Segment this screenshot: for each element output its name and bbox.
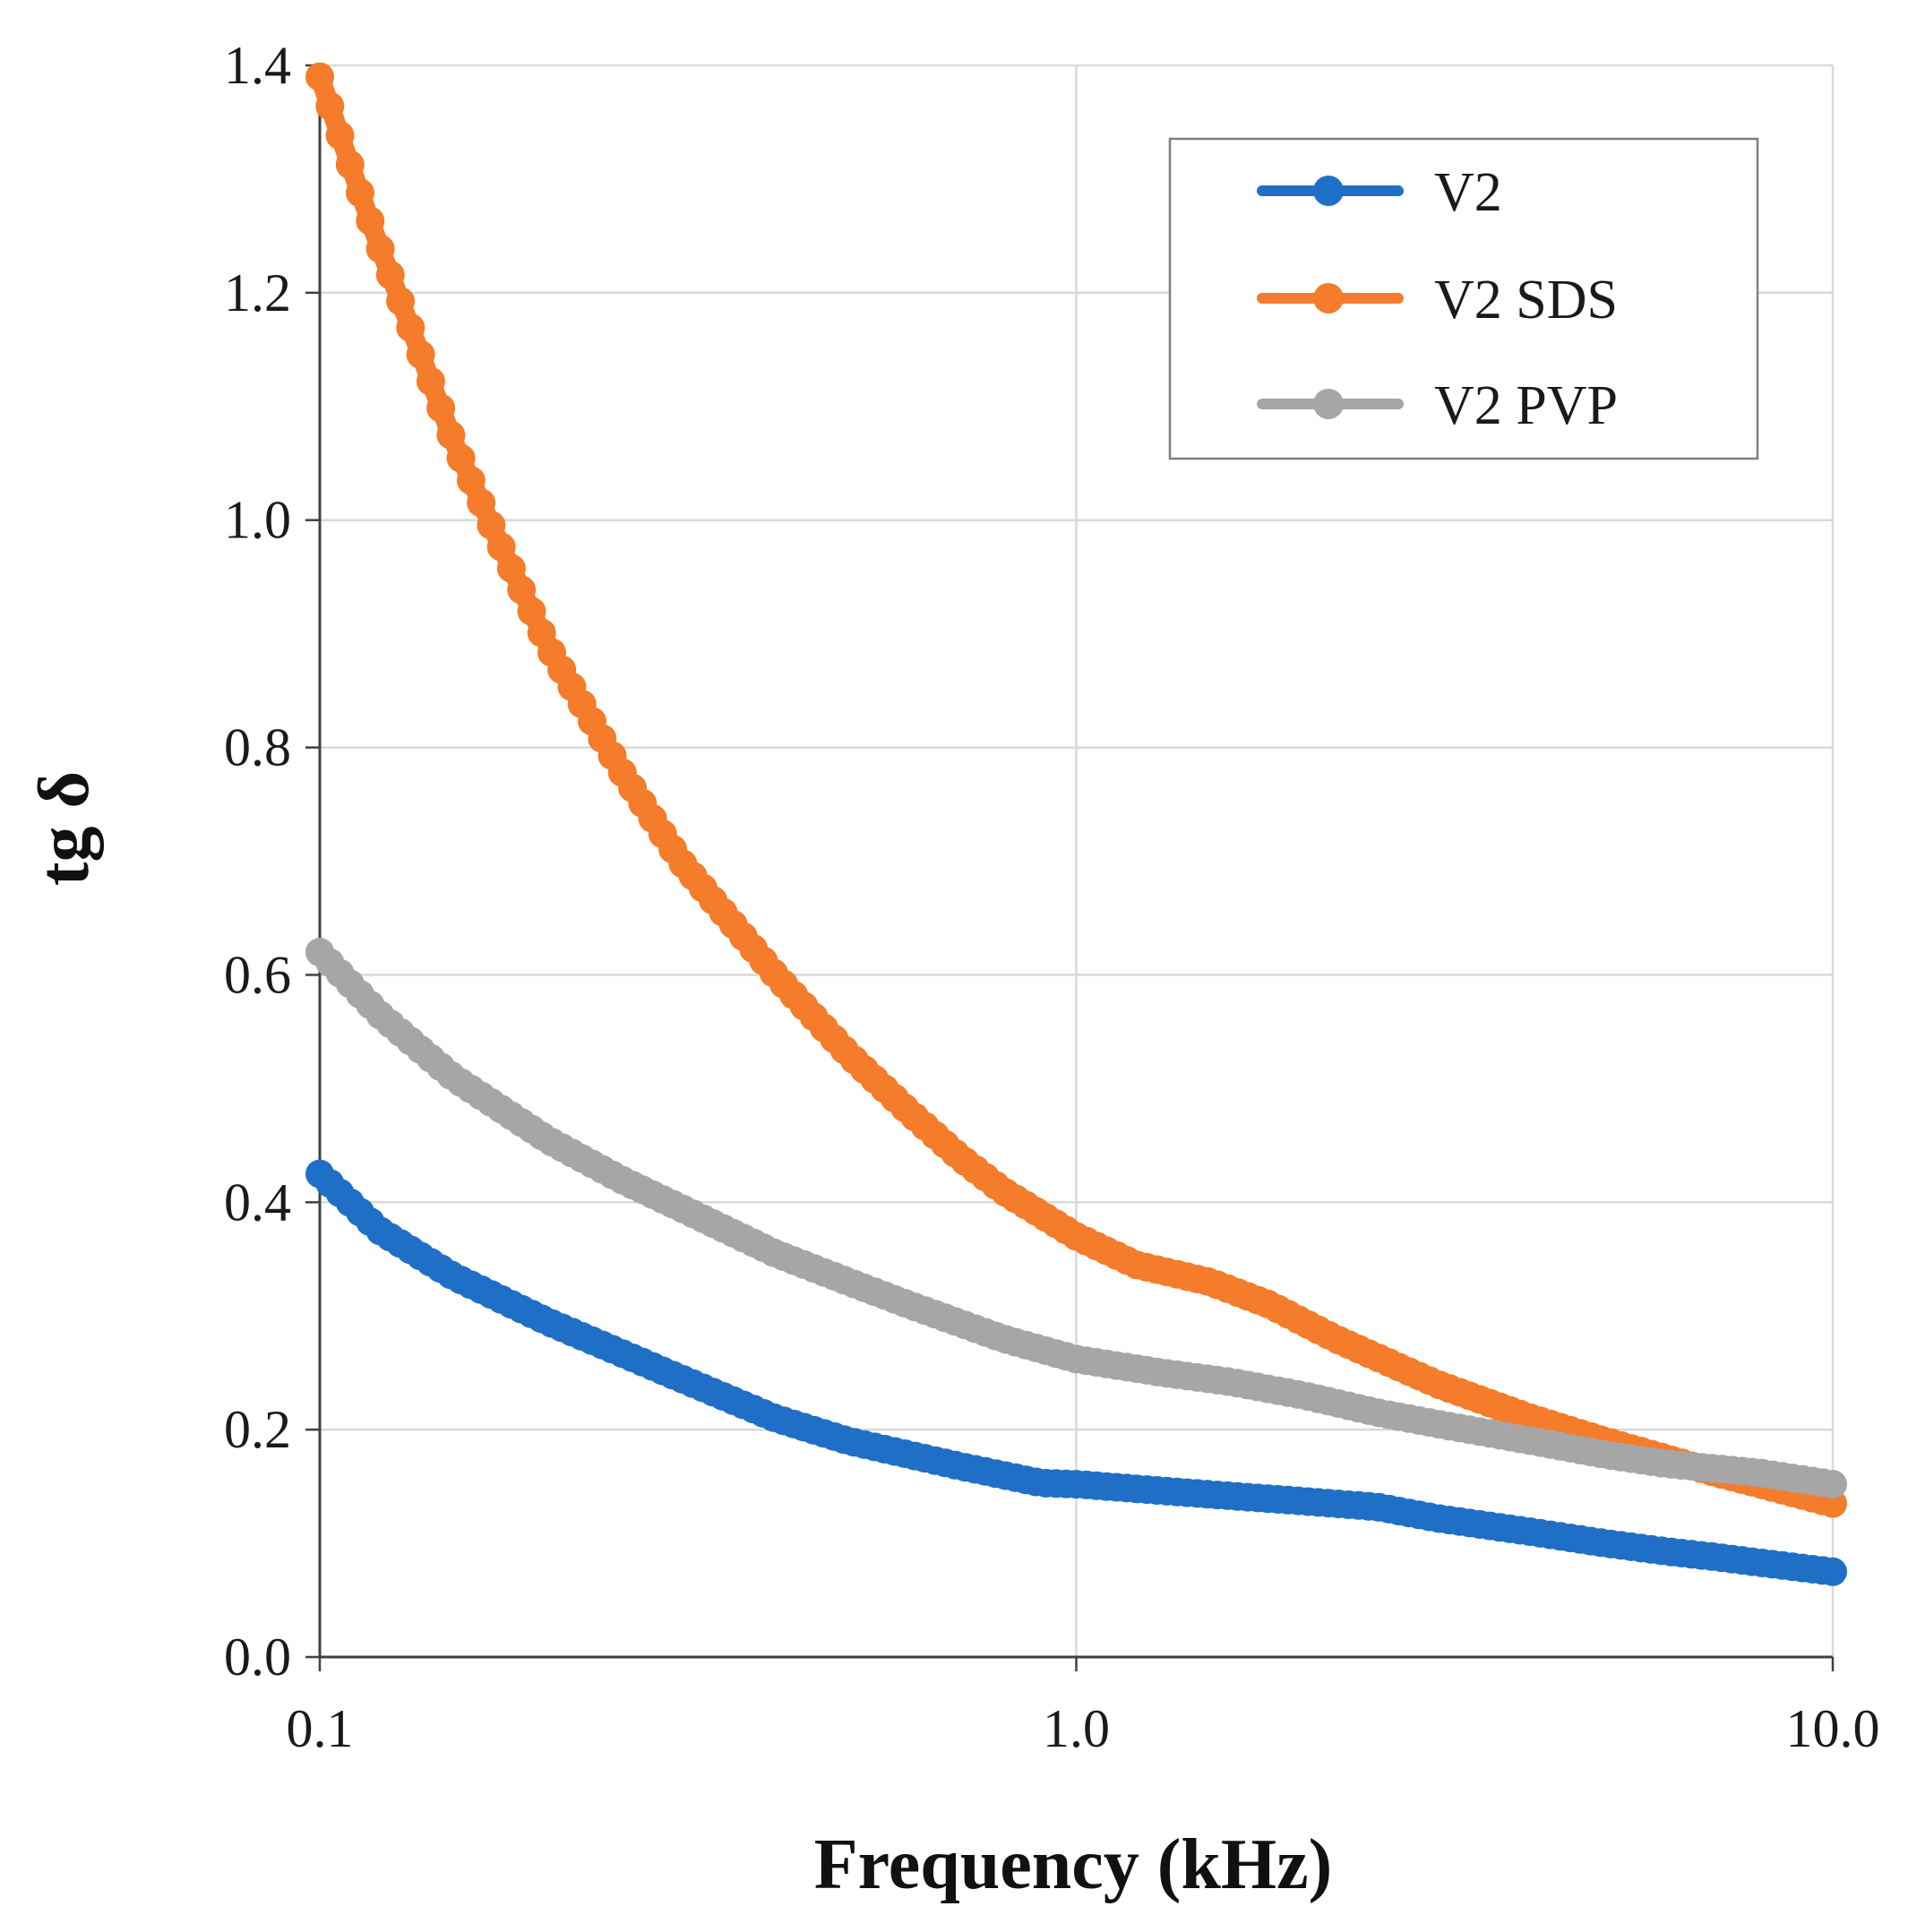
data-point: [456, 466, 486, 495]
data-point: [356, 206, 385, 236]
y-tick-label: 0.8: [224, 718, 291, 777]
data-point: [477, 511, 506, 540]
y-tick-label: 1.2: [224, 263, 291, 322]
data-point: [386, 287, 416, 316]
data-point: [467, 488, 496, 518]
data-point: [375, 261, 405, 290]
y-tick-label: 0.2: [224, 1400, 291, 1459]
tick-labels: 0.0 0.2 0.4 0.6 0.8 1.0 1.2 1.4 0.1 1.0 10.0: [224, 36, 1880, 1758]
legend: V2 V2 SDS V2 PVP: [1168, 137, 1759, 460]
data-point: [305, 62, 334, 91]
x-tick-label: 1.0: [1043, 1699, 1110, 1758]
data-point: [436, 420, 466, 450]
series-group: [305, 62, 1847, 1586]
data-point: [496, 554, 526, 583]
series-v2: [305, 1159, 1847, 1586]
legend-label: V2 PVP: [1434, 375, 1618, 436]
data-point: [1818, 1470, 1847, 1499]
axes: [305, 64, 1835, 1671]
y-tick-label: 0.4: [224, 1172, 291, 1232]
legend-swatch-marker: [1313, 283, 1344, 313]
data-point: [325, 121, 355, 150]
x-tick-label: 0.1: [287, 1699, 354, 1758]
data-point: [315, 91, 345, 121]
data-point: [517, 597, 546, 626]
data-point: [346, 178, 374, 208]
data-point: [507, 575, 537, 605]
data-point: [365, 234, 395, 263]
y-tick-label: 0.0: [224, 1627, 291, 1687]
grid: [320, 64, 1835, 1657]
data-point: [486, 532, 516, 562]
legend-swatch-marker: [1313, 176, 1344, 206]
data-point: [1818, 1557, 1847, 1586]
x-tick-label: 10.0: [1786, 1699, 1880, 1758]
legend-label: V2 SDS: [1434, 270, 1618, 331]
data-point: [426, 393, 456, 423]
y-tick-label: 0.6: [224, 945, 291, 1004]
data-point: [335, 150, 365, 179]
series-v2-pvp: [305, 938, 1847, 1499]
series-v2-sds: [305, 62, 1847, 1518]
legend-label: V2: [1434, 162, 1502, 223]
data-point: [416, 366, 445, 396]
y-tick-label: 1.0: [224, 491, 291, 550]
data-point: [406, 339, 435, 369]
y-axis-title: tg δ: [25, 771, 104, 886]
legend-swatch-marker: [1313, 389, 1344, 419]
y-tick-label: 1.4: [224, 36, 291, 95]
data-point: [446, 443, 476, 473]
data-point: [396, 313, 425, 342]
x-axis-title: Frequency (kHz): [814, 1825, 1332, 1904]
legend-items: V2 V2 SDS V2 PVP: [1257, 162, 1618, 436]
